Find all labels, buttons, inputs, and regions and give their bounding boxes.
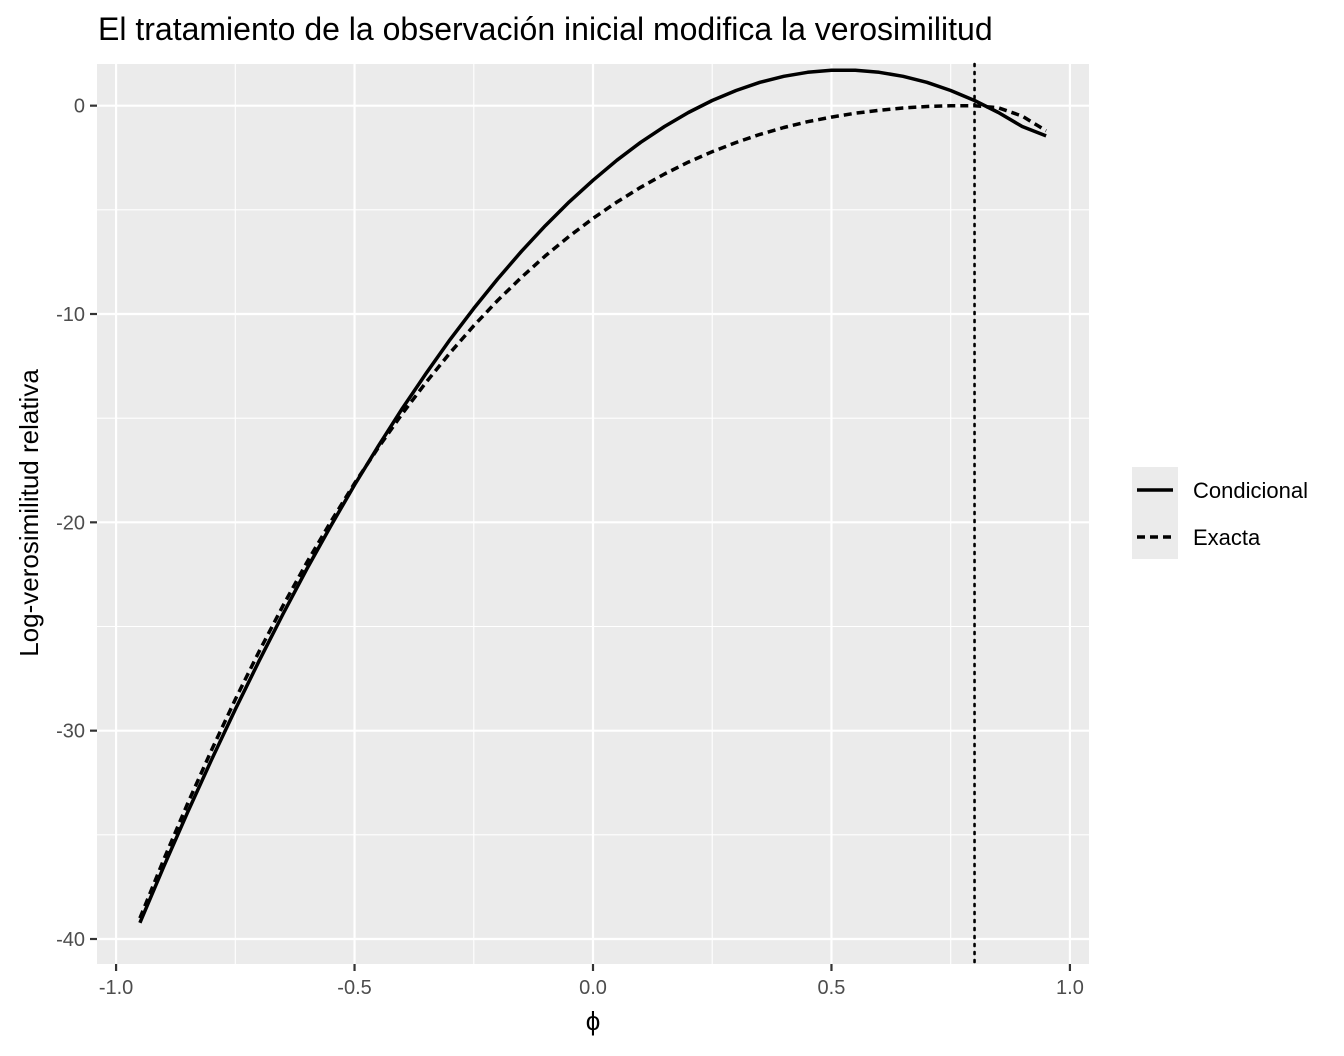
y-tick-label-3: -30 xyxy=(56,721,85,743)
y-tick-label-2: -20 xyxy=(56,512,85,534)
x-tick-label-2: 0.0 xyxy=(579,977,607,999)
series-line-condicional xyxy=(138,68,1047,924)
x-tick-label-1: -0.5 xyxy=(337,977,371,999)
y-tick-label-4: -40 xyxy=(56,929,85,951)
legend: Condicional Exacta xyxy=(1132,467,1308,559)
legend-key-background xyxy=(1132,467,1178,559)
x-axis-title: ϕ xyxy=(586,1006,601,1036)
y-tick-label-1: -10 xyxy=(56,304,85,326)
x-axis: -1.0 -0.5 0.0 0.5 1.0 xyxy=(99,964,1084,999)
x-tick-label-3: 0.5 xyxy=(818,977,846,999)
chart-title: El tratamiento de la observación inicial… xyxy=(98,11,993,47)
x-tick-label-0: -1.0 xyxy=(99,977,133,999)
series-layer xyxy=(138,68,1048,924)
x-tick-label-4: 1.0 xyxy=(1056,977,1084,999)
y-axis: 0 -10 -20 -30 -40 xyxy=(56,96,97,951)
y-axis-title: Log-verosimilitud relativa xyxy=(14,369,44,657)
legend-label-exacta: Exacta xyxy=(1193,525,1261,550)
major-grid xyxy=(97,64,1089,964)
legend-label-condicional: Condicional xyxy=(1193,478,1308,503)
y-tick-label-0: 0 xyxy=(74,96,85,118)
